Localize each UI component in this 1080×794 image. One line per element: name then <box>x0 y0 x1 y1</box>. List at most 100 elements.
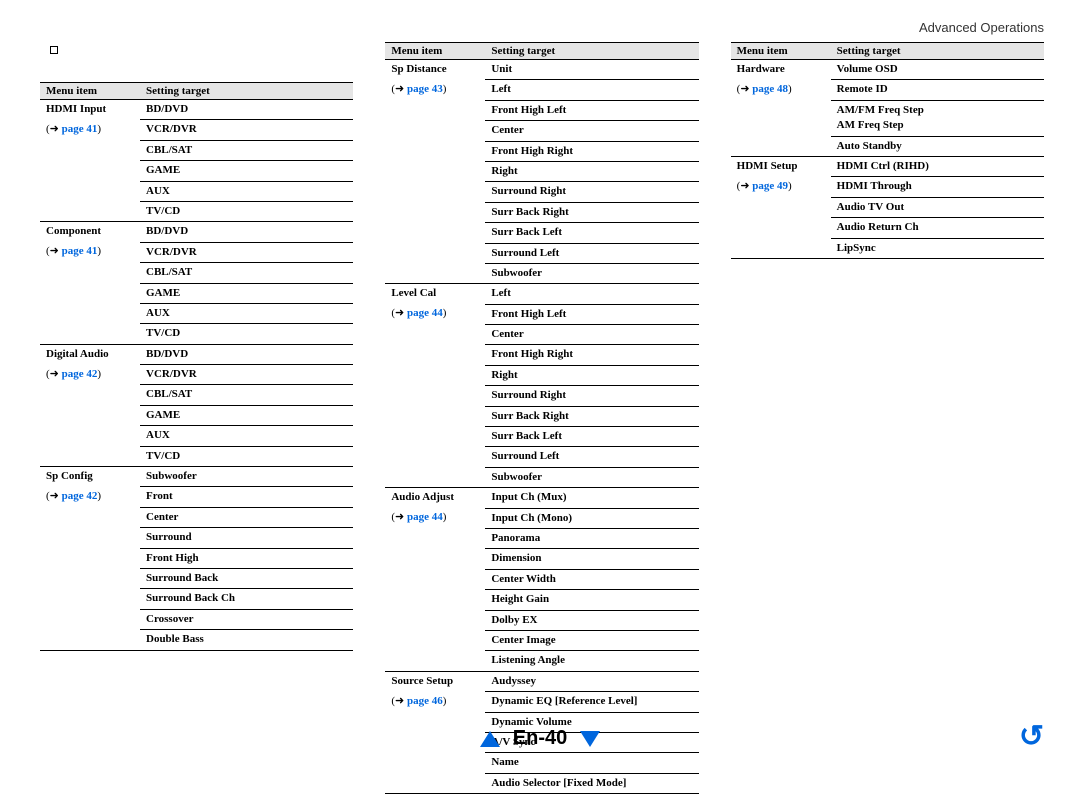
setting-target: HDMI Through <box>831 177 1044 197</box>
table-row: Subwoofer <box>385 263 698 283</box>
menu-cell <box>385 528 485 548</box>
menu-cell <box>40 405 140 425</box>
setting-target: BD/DVD <box>140 344 353 364</box>
table-row: Surr Back Left <box>385 223 698 243</box>
setting-target: Listening Angle <box>485 651 698 671</box>
table-row: Crossover <box>40 609 353 629</box>
table-row: Center <box>385 121 698 141</box>
table-row: Height Gain <box>385 590 698 610</box>
setting-target: Subwoofer <box>485 263 698 283</box>
page-link[interactable]: page 41 <box>62 123 98 135</box>
setting-target: Front High Right <box>485 345 698 365</box>
setting-target: Auto Standby <box>831 136 1044 156</box>
setting-target: BD/DVD <box>140 222 353 242</box>
menu-cell: Level Cal <box>385 284 485 304</box>
setting-target: CBL/SAT <box>140 263 353 283</box>
setting-target: Surr Back Right <box>485 406 698 426</box>
table-header: Setting target <box>485 43 698 60</box>
setting-target: Center <box>485 121 698 141</box>
table-row: HardwareVolume OSD <box>731 60 1044 80</box>
setting-target: Surr Back Left <box>485 427 698 447</box>
menu-cell <box>40 589 140 609</box>
setting-target: Left <box>485 80 698 100</box>
table-row: Surr Back Right <box>385 406 698 426</box>
table-row: Listening Angle <box>385 651 698 671</box>
table-row: (➜ page 44)Front High Left <box>385 304 698 324</box>
table-row: Center <box>40 507 353 527</box>
setting-target: CBL/SAT <box>140 385 353 405</box>
setting-target: VCR/DVR <box>140 365 353 385</box>
menu-cell <box>385 773 485 793</box>
menu-cell: Audio Adjust <box>385 488 485 508</box>
page-ref: (➜ page 49) <box>737 180 792 192</box>
menu-cell <box>385 467 485 487</box>
setting-target: Surround Right <box>485 182 698 202</box>
page-link[interactable]: page 44 <box>407 307 443 319</box>
table-row: Surround Left <box>385 447 698 467</box>
setting-target: Surr Back Left <box>485 223 698 243</box>
table-row: CBL/SAT <box>40 385 353 405</box>
menu-cell <box>40 426 140 446</box>
setting-target: Audio Return Ch <box>831 218 1044 238</box>
setting-target: Volume OSD <box>831 60 1044 80</box>
table-row: Audio AdjustInput Ch (Mux) <box>385 488 698 508</box>
menu-cell <box>385 263 485 283</box>
menu-cell <box>385 365 485 385</box>
table-row: Audio TV Out <box>731 197 1044 217</box>
menu-cell <box>385 590 485 610</box>
column-3: Menu itemSetting targetHardwareVolume OS… <box>731 42 1044 794</box>
next-page-icon[interactable] <box>580 731 600 747</box>
menu-cell <box>40 548 140 568</box>
menu-cell: (➜ page 41) <box>40 242 140 262</box>
menu-cell <box>385 141 485 161</box>
menu-cell: Sp Config <box>40 467 140 487</box>
setting-target: GAME <box>140 283 353 303</box>
page-footer: En-40 <box>0 727 1080 750</box>
table-header: Setting target <box>831 43 1044 60</box>
table-row: Surround Right <box>385 386 698 406</box>
setting-target: Unit <box>485 60 698 80</box>
page-link[interactable]: page 43 <box>407 83 443 95</box>
page-link[interactable]: page 42 <box>62 368 98 380</box>
menu-cell <box>40 303 140 323</box>
menu-item-label: Sp Config <box>46 470 93 482</box>
menu-cell <box>40 263 140 283</box>
column-1: Menu itemSetting targetHDMI InputBD/DVD(… <box>40 42 353 794</box>
table-row: Right <box>385 161 698 181</box>
table-row: AUX <box>40 426 353 446</box>
table-row: Surround Back <box>40 568 353 588</box>
page-link[interactable]: page 46 <box>407 695 443 707</box>
menu-cell <box>385 447 485 467</box>
setting-target: GAME <box>140 161 353 181</box>
menu-cell: (➜ page 41) <box>40 120 140 140</box>
return-icon[interactable]: ↺ <box>1019 719 1044 754</box>
page-link[interactable]: page 42 <box>62 490 98 502</box>
setting-target: TV/CD <box>140 446 353 466</box>
setting-target: Center Width <box>485 569 698 589</box>
setting-target: Surround Left <box>485 243 698 263</box>
menu-cell <box>385 100 485 120</box>
menu-cell <box>40 630 140 650</box>
table-row: Surround <box>40 528 353 548</box>
page-link[interactable]: page 48 <box>752 83 788 95</box>
setting-target: TV/CD <box>140 324 353 344</box>
page-link[interactable]: page 49 <box>752 180 788 192</box>
setting-target: HDMI Ctrl (RIHD) <box>831 156 1044 176</box>
page-link[interactable]: page 44 <box>407 511 443 523</box>
setting-target: Height Gain <box>485 590 698 610</box>
table-row: GAME <box>40 405 353 425</box>
page-ref: (➜ page 42) <box>46 490 101 502</box>
setting-target: Input Ch (Mux) <box>485 488 698 508</box>
table-row: TV/CD <box>40 201 353 221</box>
prev-page-icon[interactable] <box>480 731 500 747</box>
table-row: AM/FM Freq StepAM Freq Step <box>731 100 1044 136</box>
setting-target: Input Ch (Mono) <box>485 508 698 528</box>
menu-cell <box>40 140 140 160</box>
page-link[interactable]: page 41 <box>62 245 98 257</box>
setting-target: Surround Back Ch <box>140 589 353 609</box>
table-row: Digital AudioBD/DVD <box>40 344 353 364</box>
settings-table-3: Menu itemSetting targetHardwareVolume OS… <box>731 42 1044 259</box>
menu-item-label: Sp Distance <box>391 63 446 75</box>
table-row: GAME <box>40 283 353 303</box>
setting-target: Name <box>485 753 698 773</box>
